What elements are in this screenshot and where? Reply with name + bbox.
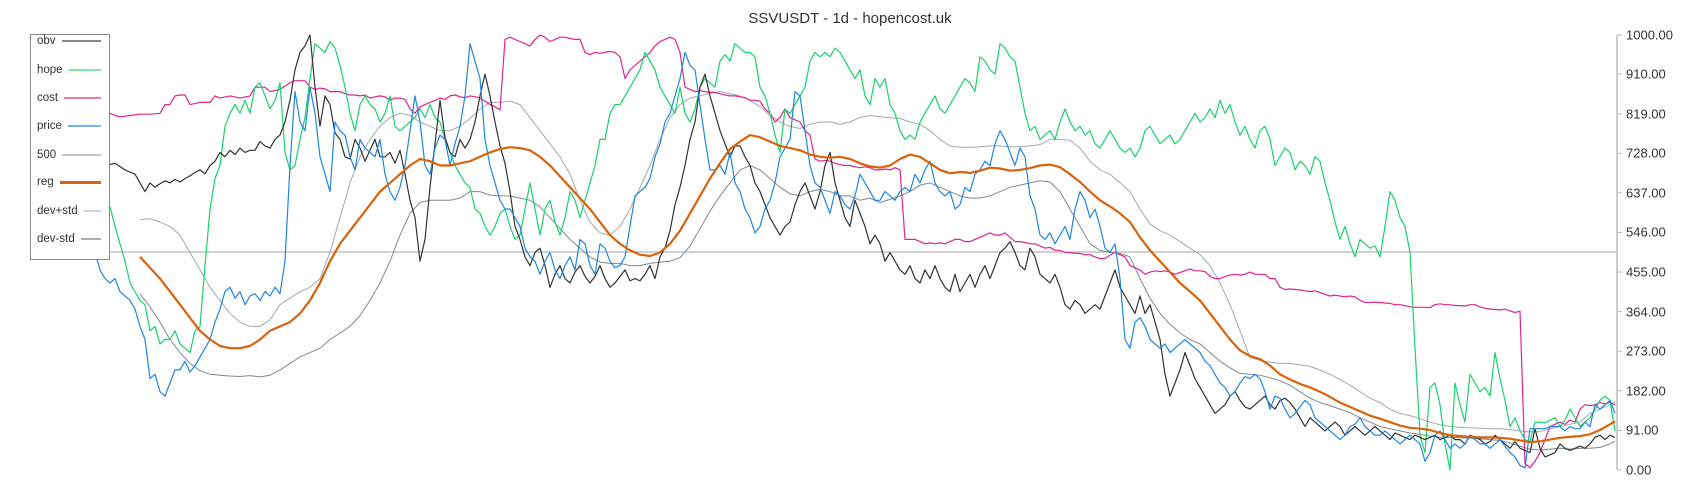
legend-swatch-icon [83,210,101,212]
legend-label: 500 [37,149,57,161]
legend-label: cost [37,92,59,104]
legend-item-price[interactable]: price [37,119,105,133]
series-reg-line [139,134,1616,444]
y-tick-label: 0.00 [1626,462,1652,478]
y-tick-label: 455.00 [1626,264,1666,280]
legend-swatch-icon [80,238,101,240]
y-tick-label: 819.00 [1626,106,1666,122]
series-hope-line [84,40,1616,471]
y-tick-label: 637.00 [1626,185,1666,201]
series-layer [84,34,1616,471]
legend-swatch-icon [62,154,101,156]
y-tick-label: 910.00 [1626,66,1666,82]
legend-label: reg [37,176,54,188]
legend-label: dev+std [37,205,78,217]
legend-item-obv[interactable]: obv [37,34,105,48]
series-cost-line [84,34,1616,469]
legend: obv hope cost price 500 reg dev+std dev-std [30,34,110,260]
legend-swatch-icon [64,97,101,99]
y-tick-label: 273.00 [1626,343,1666,359]
y-tick-label: 1000.00 [1626,27,1673,43]
legend-swatch-icon [68,69,101,71]
series-obv-line [84,34,1616,458]
legend-swatch-icon [59,181,101,184]
legend-item-reg[interactable]: reg [37,175,105,189]
series-dev-std-line [139,165,1616,451]
y-tick-label: 182.00 [1626,383,1666,399]
legend-item-hope[interactable]: hope [37,63,105,77]
y-axis-ticks [1617,34,1622,471]
y-tick-label: 91.00 [1626,422,1659,438]
legend-swatch-icon [61,40,101,42]
series-dev-std-line [139,91,1616,433]
legend-label: dev-std [37,233,75,245]
legend-item-cost[interactable]: cost [37,91,105,105]
legend-item-dev-std[interactable]: dev-std [37,232,105,246]
legend-label: obv [37,35,56,47]
chart-title: SSVUSDT - 1d - hopencost.uk [748,10,952,27]
y-tick-label: 364.00 [1626,304,1666,320]
y-tick-label: 546.00 [1626,224,1666,240]
series-price-line [84,43,1616,469]
legend-item-dev-std[interactable]: dev+std [37,204,105,218]
legend-item-500[interactable]: 500 [37,148,105,162]
legend-swatch-icon [67,125,101,127]
legend-label: price [37,120,62,132]
legend-label: hope [37,64,63,76]
y-tick-label: 728.00 [1626,145,1666,161]
